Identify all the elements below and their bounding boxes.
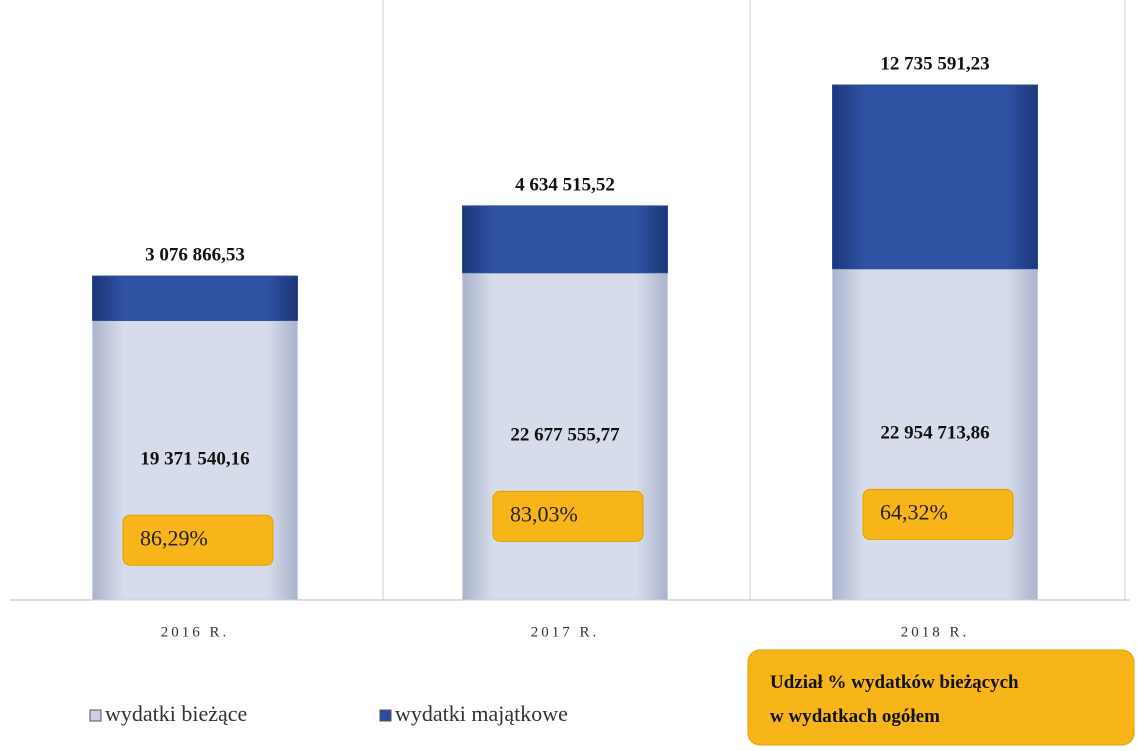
value-label: 19 371 540,16 [140,449,249,470]
x-tick-label: 2017 R. [531,624,600,640]
value-label: 22 954 713,86 [880,423,989,444]
share-box [122,514,274,566]
x-tick-label: 2018 R. [901,624,970,640]
share-box [862,488,1014,540]
value-label: 22 677 555,77 [510,425,620,446]
share-title: Udział % wydatków bieżących w wydatkach o… [770,672,1019,727]
legend-swatch [89,709,102,722]
legend-label: wydatki bieżące [105,701,247,726]
share-box [492,490,644,542]
share-label: 83,03% [510,501,578,526]
share-box [747,649,1135,746]
legend-label: wydatki majątkowe [395,701,568,726]
bar-segment [92,275,298,321]
bar-segment [462,272,668,601]
bar-segment [832,84,1038,270]
bar-segment [462,205,668,274]
legend-swatch [379,709,392,722]
bar-segment [832,268,1038,601]
x-tick-label: 2016 R. [161,624,230,640]
share-label: 64,32% [880,499,948,524]
value-label: 12 735 591,23 [880,53,989,74]
value-label: 4 634 515,52 [515,174,615,195]
share-label: 86,29% [140,525,208,550]
value-label: 3 076 866,53 [145,244,245,265]
